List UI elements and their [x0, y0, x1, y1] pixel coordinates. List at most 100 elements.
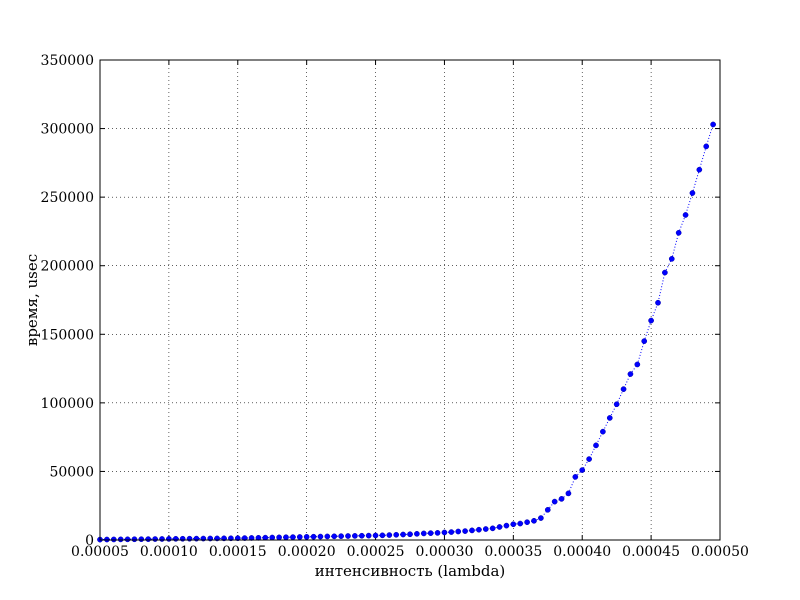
data-point: [682, 212, 689, 218]
data-point: [303, 534, 310, 540]
data-point: [186, 535, 193, 542]
x-tick-label: 0.00040: [553, 544, 611, 560]
data-point: [427, 530, 434, 536]
data-point: [145, 536, 152, 542]
data-point: [352, 533, 358, 539]
y-tick-label: 250000: [41, 190, 94, 206]
data-point: [696, 166, 703, 173]
series: [97, 121, 716, 543]
data-point: [572, 474, 579, 480]
data-point: [172, 535, 179, 542]
data-point: [482, 526, 489, 532]
x-tick-label: 0.00010: [140, 544, 198, 560]
data-point: [117, 536, 124, 543]
data-point: [600, 428, 606, 435]
y-tick-label: 0: [85, 533, 94, 549]
data-point: [414, 530, 420, 537]
tick-labels: 0.00005 0.00010 0.00015 0.00020 0.00025 0.000…: [41, 53, 749, 560]
data-point: [331, 533, 338, 540]
data-point: [662, 269, 668, 276]
data-point: [296, 534, 303, 540]
data-point: [489, 525, 496, 532]
data-point: [641, 338, 648, 344]
data-point: [538, 515, 544, 521]
data-point: [655, 299, 661, 306]
data-point: [152, 536, 158, 542]
data-point: [407, 531, 413, 538]
data-point: [531, 517, 537, 524]
x-tick-label: 0.00025: [347, 544, 405, 560]
y-tick-label: 350000: [41, 53, 94, 69]
data-point: [345, 533, 351, 539]
data-point: [503, 522, 510, 529]
data-point: [675, 229, 682, 236]
data-point: [290, 534, 296, 540]
data-point: [668, 256, 675, 262]
data-point: [317, 533, 324, 540]
data-point: [420, 530, 427, 537]
x-tick-label: 0.00050: [691, 544, 749, 560]
data-point: [166, 536, 172, 542]
data-point: [703, 143, 710, 150]
y-tick-label: 200000: [41, 259, 94, 275]
y-tick-label: 150000: [41, 327, 94, 343]
data-point: [434, 530, 441, 536]
data-point: [710, 121, 716, 128]
data-point: [310, 533, 317, 540]
x-tick-label: 0.00020: [278, 544, 336, 560]
data-point: [365, 532, 372, 539]
data-point: [393, 531, 400, 538]
data-point: [448, 529, 455, 535]
data-point: [510, 521, 517, 528]
data-point: [324, 533, 331, 540]
data-point: [248, 535, 255, 541]
data-point: [131, 536, 138, 543]
data-point: [558, 496, 565, 502]
data-point: [593, 442, 599, 449]
x-tick-label: 0.00005: [71, 544, 129, 560]
data-point: [524, 519, 530, 526]
data-point: [620, 386, 627, 392]
data-point: [613, 401, 620, 408]
data-point: [138, 536, 145, 543]
data-point: [586, 456, 592, 462]
data-point: [627, 371, 634, 377]
x-tick-label: 0.00030: [415, 544, 473, 560]
data-point: [159, 536, 165, 542]
data-point: [386, 532, 393, 538]
data-point: [358, 532, 365, 539]
x-axis-label: интенсивность (lambda): [315, 562, 506, 580]
data-point: [496, 524, 503, 530]
data-point: [283, 534, 289, 541]
data-point: [551, 498, 558, 505]
data-point: [179, 535, 186, 542]
data-point: [241, 535, 248, 541]
y-tick-label: 100000: [41, 396, 94, 412]
data-point: [441, 529, 448, 536]
data-point: [462, 528, 468, 534]
data-point: [262, 534, 269, 541]
x-tick-label: 0.00015: [209, 544, 267, 560]
data-point: [544, 506, 551, 513]
data-point: [606, 415, 613, 421]
data-point: [124, 536, 131, 543]
y-tick-label: 300000: [41, 122, 94, 138]
data-point: [476, 526, 482, 533]
data-point: [455, 528, 462, 535]
data-point: [269, 534, 276, 541]
data-point: [379, 532, 386, 539]
data-point: [469, 527, 475, 534]
y-axis-label: время, usec: [23, 254, 41, 346]
data-point: [648, 317, 654, 324]
data-point: [110, 536, 117, 543]
x-tick-label: 0.00045: [622, 544, 680, 560]
data-point: [338, 533, 344, 540]
x-tick-label: 0.00035: [484, 544, 542, 560]
y-tick-label: 50000: [49, 464, 94, 480]
data-point: [517, 520, 524, 527]
plot-frame: [99, 59, 721, 541]
data-point: [579, 467, 586, 473]
data-point: [565, 490, 572, 497]
